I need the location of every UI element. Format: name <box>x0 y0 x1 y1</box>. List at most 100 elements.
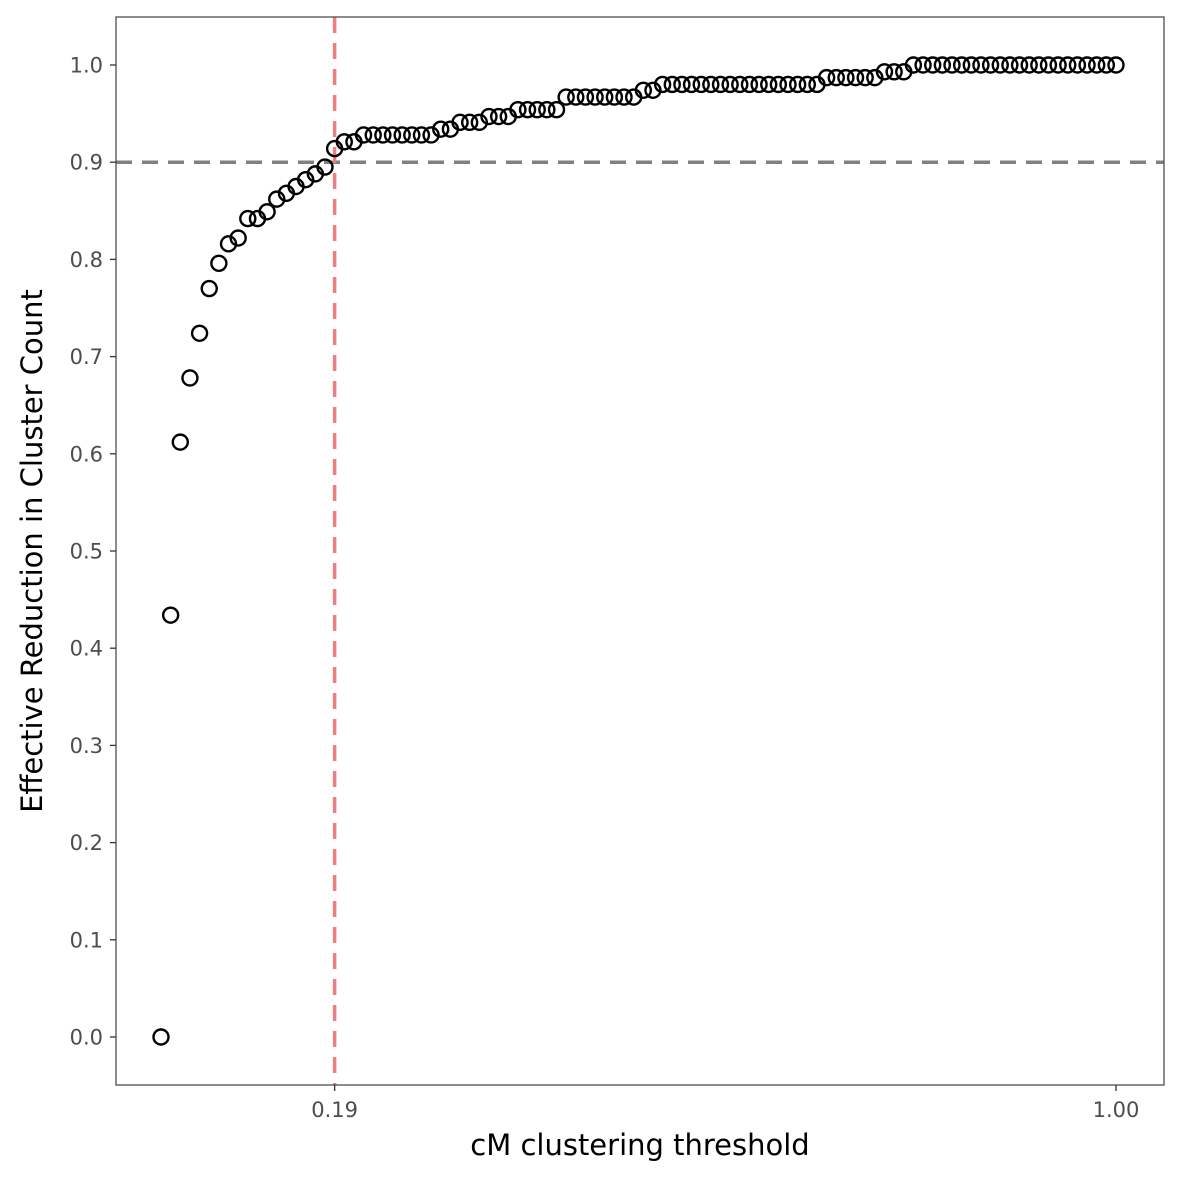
data-point <box>731 75 749 94</box>
data-point <box>721 75 739 94</box>
data-point <box>788 75 807 94</box>
data-point <box>509 101 527 119</box>
data-point <box>268 190 286 208</box>
data-point <box>557 88 575 106</box>
data-point <box>432 120 450 138</box>
data-point <box>837 68 855 87</box>
data-point <box>1010 56 1029 74</box>
data-point <box>1078 56 1096 74</box>
data-point <box>1030 56 1048 74</box>
y-tick-label: 0.7 <box>70 345 103 369</box>
y-tick-label: 0.8 <box>70 248 103 272</box>
x-axis-title: cM clustering threshold <box>470 1128 809 1162</box>
data-point <box>364 126 382 144</box>
x-axis-ticks: 0.19 1.00 <box>311 1085 1139 1122</box>
data-point <box>1001 56 1019 74</box>
data-point <box>316 158 334 176</box>
data-point <box>412 126 431 144</box>
y-tick-label: 0.2 <box>70 831 103 855</box>
y-tick-label: 0.4 <box>70 637 103 661</box>
data-point <box>296 170 315 189</box>
data-point <box>1068 56 1087 74</box>
data-points <box>152 56 1125 1046</box>
data-point <box>354 126 373 144</box>
data-point <box>673 75 691 94</box>
data-point <box>1049 56 1067 74</box>
data-point <box>634 81 653 99</box>
data-point <box>663 75 681 94</box>
data-point <box>181 369 199 387</box>
data-point <box>875 63 894 81</box>
data-point <box>489 107 508 126</box>
data-point <box>470 113 489 132</box>
data-point <box>962 56 981 74</box>
data-point <box>846 68 865 87</box>
data-point <box>817 68 836 87</box>
data-point <box>644 81 662 99</box>
data-point <box>576 88 595 106</box>
data-point <box>740 75 759 94</box>
data-point <box>200 279 218 298</box>
y-axis-title: Effective Reduction in Cluster Count <box>15 289 49 813</box>
y-tick-label: 0.6 <box>70 442 103 466</box>
data-point <box>460 113 479 132</box>
data-point <box>702 75 720 94</box>
data-point <box>760 75 778 94</box>
x-tick-label: 0.19 <box>311 1098 358 1122</box>
data-point <box>856 68 874 87</box>
data-point <box>952 56 971 74</box>
data-point <box>1107 56 1125 74</box>
data-point <box>229 229 247 247</box>
data-point <box>422 126 440 144</box>
data-point <box>605 88 624 106</box>
data-point <box>779 75 797 94</box>
data-point <box>798 75 817 94</box>
data-point <box>682 75 701 94</box>
data-point <box>152 1028 170 1046</box>
data-point <box>904 56 923 74</box>
data-point <box>538 101 556 119</box>
y-tick-label: 1.0 <box>70 54 103 78</box>
y-tick-label: 0.3 <box>70 734 103 758</box>
y-tick-label: 0.1 <box>70 928 103 952</box>
data-point <box>596 88 614 106</box>
y-tick-label: 0.0 <box>70 1026 103 1050</box>
data-point <box>239 209 257 228</box>
data-point <box>972 56 990 74</box>
reference-lines <box>116 17 1164 1085</box>
data-point <box>943 56 961 74</box>
data-point <box>528 101 546 119</box>
data-point <box>653 75 672 94</box>
data-point <box>210 254 228 272</box>
data-point <box>171 433 189 451</box>
data-point <box>335 133 353 151</box>
y-axis-ticks: 0.0 0.1 0.2 0.3 0.4 0.5 0.6 0.7 0.8 0.9 1.0 <box>70 54 116 1050</box>
data-point <box>161 606 180 624</box>
data-point <box>692 75 710 94</box>
data-point <box>866 68 884 87</box>
data-point <box>1020 56 1038 74</box>
y-tick-label: 0.9 <box>70 151 103 175</box>
data-point <box>403 126 421 144</box>
data-point <box>1059 56 1077 74</box>
data-point <box>1097 56 1116 74</box>
data-point <box>383 126 402 144</box>
data-point <box>393 126 411 144</box>
data-point <box>190 324 209 342</box>
data-point <box>480 107 498 126</box>
data-point <box>586 88 604 106</box>
data-point <box>914 56 932 74</box>
data-point <box>567 88 585 106</box>
x-tick-label: 1.00 <box>1093 1098 1140 1122</box>
data-point <box>258 203 276 221</box>
data-point <box>518 101 537 119</box>
data-point <box>933 56 952 74</box>
data-point <box>1088 56 1106 74</box>
data-point <box>615 88 633 106</box>
data-point <box>1039 56 1058 74</box>
data-point <box>981 56 1000 74</box>
data-point <box>827 68 845 87</box>
data-point <box>374 126 392 144</box>
